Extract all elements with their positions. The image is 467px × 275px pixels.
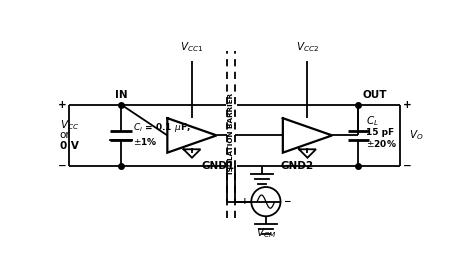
Text: 15 pF: 15 pF [366,128,394,137]
Text: $V_O$: $V_O$ [409,128,424,142]
Text: ISOLATION BARRIER: ISOLATION BARRIER [228,93,234,174]
Text: GND2: GND2 [281,161,314,171]
Text: −: − [283,197,290,206]
Text: or: or [60,130,71,141]
Text: +: + [241,197,249,206]
Text: $\pm$1%: $\pm$1% [134,136,158,147]
Text: GND1: GND1 [201,161,234,171]
Text: −: − [403,161,412,171]
Text: OUT: OUT [363,90,388,100]
Text: IN: IN [115,90,127,100]
Text: $C_L$: $C_L$ [366,115,379,128]
Text: $V_{CC2}$: $V_{CC2}$ [296,40,319,54]
Text: +: + [403,100,412,110]
Text: −: − [58,161,67,171]
Text: 0 V: 0 V [60,141,78,151]
Text: +: + [58,100,67,110]
Text: $V_{CC}$: $V_{CC}$ [60,118,79,131]
Text: $V_{CM}$: $V_{CM}$ [256,226,276,240]
Text: $\pm$20%: $\pm$20% [366,138,397,148]
Text: $C_I$ = 0.1 $\mu$F,: $C_I$ = 0.1 $\mu$F, [134,121,191,134]
Text: $V_{CC1}$: $V_{CC1}$ [180,40,204,54]
